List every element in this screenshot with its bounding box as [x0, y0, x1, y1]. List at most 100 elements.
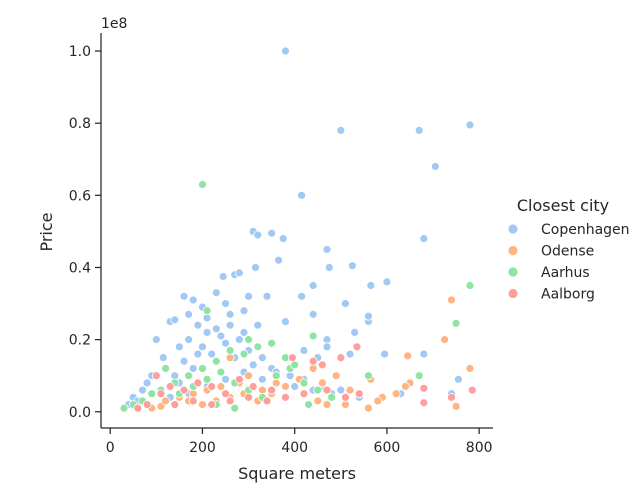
data-point: [225, 353, 235, 363]
data-point: [221, 338, 230, 348]
data-point: [267, 228, 277, 238]
data-point: [174, 342, 184, 352]
data-point: [170, 315, 180, 325]
data-point: [216, 367, 226, 377]
y-tick-label: 0.4: [69, 260, 91, 276]
data-point: [352, 342, 362, 352]
data-point: [188, 364, 198, 373]
data-point: [403, 351, 413, 361]
legend-label: Copenhagen: [541, 222, 630, 238]
data-point: [341, 400, 350, 409]
data-point: [451, 401, 461, 411]
data-point: [119, 403, 129, 413]
data-point: [331, 371, 341, 381]
data-point: [207, 400, 217, 409]
data-point: [419, 234, 429, 244]
data-point: [336, 125, 346, 135]
data-point: [347, 261, 357, 271]
data-point: [345, 385, 355, 395]
data-point: [322, 342, 332, 352]
legend: Closest city Copenhagen Odense Aarhus Aalbo…: [507, 196, 630, 303]
x-ticks: 0 200 400 600 800: [106, 428, 493, 456]
data-point: [447, 295, 456, 305]
data-point: [350, 328, 360, 337]
data-point: [440, 335, 449, 345]
data-point: [400, 382, 410, 391]
data-point: [297, 190, 307, 200]
data-point: [225, 320, 235, 330]
legend-label: Odense: [541, 244, 594, 260]
data-point: [202, 306, 212, 316]
data-point: [193, 320, 203, 330]
data-point: [244, 371, 253, 381]
data-point: [188, 396, 198, 406]
data-point: [258, 385, 267, 395]
x-tick-label: 600: [374, 440, 401, 456]
data-point: [313, 396, 323, 406]
data-point: [198, 364, 207, 373]
data-point: [287, 353, 297, 363]
data-point: [234, 268, 244, 278]
data-point: [138, 385, 147, 395]
y-axis-label: Price: [37, 212, 56, 251]
data-point: [278, 234, 288, 244]
legend-label: Aalborg: [541, 287, 595, 303]
data-point: [207, 349, 217, 359]
data-point: [188, 389, 198, 399]
data-point: [234, 374, 244, 384]
data-point: [188, 295, 198, 305]
data-point: [366, 281, 376, 290]
data-point: [391, 389, 401, 399]
data-point: [161, 396, 170, 406]
data-point: [308, 281, 318, 290]
data-point: [271, 378, 281, 388]
data-point: [216, 382, 226, 391]
series-copenhagen: [119, 46, 475, 413]
data-point: [281, 46, 290, 56]
data-point: [225, 346, 235, 355]
data-point: [267, 338, 277, 348]
data-point: [345, 349, 355, 359]
legend-label: Aarhus: [541, 265, 590, 281]
data-point: [373, 396, 383, 406]
data-point: [239, 349, 249, 359]
y-offset-label: 1e8: [101, 16, 127, 32]
data-point: [465, 364, 475, 373]
data-point: [202, 374, 212, 384]
data-point: [244, 335, 253, 345]
data-point: [239, 328, 249, 337]
data-point: [290, 382, 300, 391]
data-point: [244, 392, 253, 402]
data-point: [239, 306, 249, 316]
data-point: [193, 378, 203, 388]
data-point: [285, 371, 295, 381]
data-point: [271, 371, 281, 381]
data-point: [211, 288, 221, 298]
data-point: [304, 400, 313, 409]
data-point: [142, 378, 152, 388]
data-point: [211, 324, 221, 334]
data-point: [382, 277, 392, 287]
x-tick-label: 0: [106, 440, 115, 456]
data-point: [322, 400, 332, 409]
data-point: [308, 309, 318, 319]
data-point: [467, 385, 477, 395]
legend-marker: [507, 266, 519, 278]
data-point: [299, 378, 309, 388]
data-point: [221, 389, 230, 399]
data-point: [156, 389, 166, 399]
data-point: [281, 392, 290, 402]
data-point: [419, 349, 429, 359]
data-point: [253, 342, 263, 352]
data-point: [234, 335, 244, 345]
legend-items: Copenhagen Odense Aarhus Aalborg: [507, 222, 630, 303]
legend-title: Closest city: [517, 196, 609, 215]
data-point: [179, 291, 189, 301]
data-point: [322, 385, 332, 395]
data-point: [221, 299, 230, 308]
data-point: [364, 403, 373, 413]
data-point: [447, 392, 456, 402]
data-point: [207, 382, 217, 391]
data-point: [281, 382, 290, 391]
data-point: [364, 371, 373, 381]
